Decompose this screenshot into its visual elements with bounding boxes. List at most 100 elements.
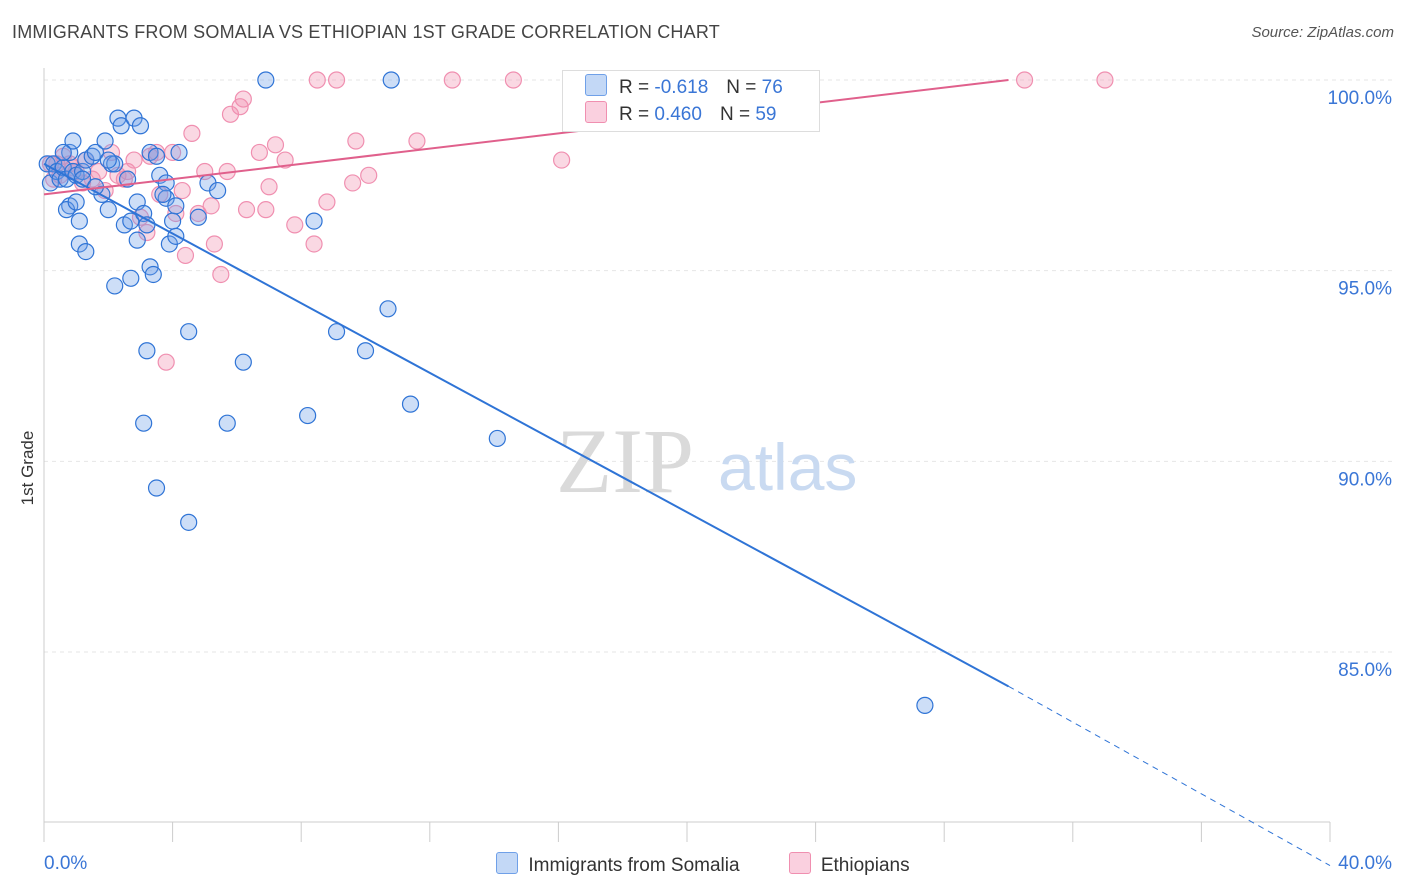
ethiopians-point bbox=[408, 132, 426, 150]
ethiopians-point bbox=[250, 143, 269, 162]
somalia-point bbox=[327, 323, 346, 341]
somalia-point bbox=[131, 117, 150, 135]
legend-ethiopians-swatch bbox=[788, 852, 811, 874]
x-tick-label: 40.0% bbox=[1338, 853, 1392, 874]
ethiopians-point bbox=[183, 124, 201, 142]
ethiopians-point bbox=[266, 136, 285, 154]
somalia-point bbox=[916, 696, 934, 714]
somalia-point bbox=[170, 143, 188, 162]
watermark-atlas: atlas bbox=[718, 430, 857, 504]
y-tick-label: 100.0% bbox=[1328, 88, 1393, 109]
ethiopians-n-label: N = bbox=[719, 104, 751, 125]
ethiopians-point bbox=[237, 201, 256, 219]
ethiopians-point bbox=[176, 246, 195, 265]
y-axis-label: 1st Grade bbox=[18, 430, 37, 506]
ethiopians-point bbox=[1015, 71, 1034, 89]
ethiopians-r-label: R = bbox=[619, 104, 650, 125]
somalia-point bbox=[379, 300, 397, 318]
chart-title: IMMIGRANTS FROM SOMALIA VS ETHIOPIAN 1ST… bbox=[12, 22, 720, 42]
ethiopians-swatch bbox=[585, 101, 607, 123]
somalia-point bbox=[70, 212, 88, 230]
ethiopians-point bbox=[360, 166, 378, 184]
trend-lines bbox=[43, 79, 1331, 866]
somalia-point bbox=[122, 269, 140, 287]
somalia-point bbox=[106, 277, 124, 295]
ethiopians-points bbox=[41, 71, 1114, 371]
ethiopians-point bbox=[125, 151, 143, 169]
stats-row-ethiopians: R = 0.460 N = 59 bbox=[585, 101, 776, 127]
ethiopians-point bbox=[276, 151, 294, 169]
somalia-n-label: N = bbox=[726, 77, 757, 98]
somalia-point bbox=[299, 406, 317, 425]
ethiopians-point bbox=[327, 71, 346, 89]
grid-lines bbox=[44, 79, 1392, 653]
ethiopians-point bbox=[443, 71, 461, 89]
somalia-point bbox=[305, 212, 323, 230]
somalia-point bbox=[135, 414, 153, 432]
ethiopians-point bbox=[173, 181, 191, 200]
somalia-point bbox=[180, 513, 198, 531]
ethiopians-point bbox=[347, 132, 365, 150]
legend-ethiopians-label: Ethiopians bbox=[820, 855, 910, 876]
somalia-point bbox=[189, 208, 207, 226]
ethiopians-r-value: 0.460 bbox=[654, 104, 702, 125]
somalia-point bbox=[164, 212, 182, 230]
ethiopians-point bbox=[305, 235, 323, 253]
ethiopians-point bbox=[1096, 71, 1114, 89]
somalia-point bbox=[154, 185, 172, 203]
somalia-point bbox=[96, 132, 114, 150]
somalia-point bbox=[138, 342, 156, 360]
ethiopians-point bbox=[553, 151, 571, 169]
somalia-trend-line bbox=[43, 163, 1009, 688]
watermark: ZIP atlas bbox=[556, 410, 857, 512]
legend-somalia-swatch bbox=[496, 852, 519, 874]
somalia-point bbox=[147, 147, 166, 165]
somalia-point bbox=[257, 71, 275, 89]
somalia-point bbox=[218, 414, 236, 432]
ethiopians-point bbox=[260, 178, 278, 196]
somalia-point bbox=[488, 429, 506, 448]
somalia-swatch bbox=[585, 74, 607, 96]
axes bbox=[43, 68, 1331, 842]
somalia-point bbox=[122, 212, 140, 230]
somalia-point bbox=[234, 353, 252, 371]
somalia-point bbox=[209, 181, 227, 200]
ethiopians-point bbox=[308, 71, 326, 89]
legend-item-ethiopians[interactable]: Ethiopians bbox=[788, 852, 910, 877]
ethiopians-point bbox=[202, 197, 220, 215]
somalia-r-label: R = bbox=[619, 77, 650, 98]
somalia-point bbox=[99, 201, 117, 219]
ethiopians-point bbox=[212, 265, 230, 284]
somalia-point bbox=[167, 197, 185, 215]
ethiopians-point bbox=[234, 90, 252, 108]
y-tick-label: 85.0% bbox=[1338, 660, 1392, 681]
ethiopians-point bbox=[286, 216, 304, 234]
somalia-point bbox=[112, 117, 130, 135]
somalia-point bbox=[382, 71, 400, 89]
ethiopians-point bbox=[164, 143, 182, 162]
somalia-point bbox=[99, 151, 117, 169]
somalia-point bbox=[67, 193, 85, 211]
somalia-n-value: 76 bbox=[761, 77, 783, 98]
ethiopians-trend-line bbox=[43, 79, 1009, 196]
legend-item-somalia[interactable]: Immigrants from Somalia bbox=[496, 852, 740, 877]
ethiopians-point bbox=[205, 235, 223, 253]
watermark-zip: ZIP bbox=[556, 410, 694, 512]
ethiopians-point bbox=[344, 174, 362, 192]
somalia-point bbox=[180, 323, 198, 341]
tick-labels: 85.0% 90.0% 95.0% 100.0% 0.0% 40.0% bbox=[44, 88, 1392, 874]
y-axis-label-wrap: 1st Grade bbox=[16, 420, 40, 520]
somalia-point bbox=[64, 132, 82, 150]
stats-row-somalia: R = -0.618 N = 76 bbox=[585, 74, 783, 100]
ethiopians-point bbox=[189, 204, 207, 223]
ethiopians-point bbox=[318, 193, 336, 211]
ethiopians-point bbox=[157, 353, 175, 371]
somalia-point bbox=[77, 243, 95, 261]
somalia-point bbox=[86, 143, 105, 162]
x-tick-label: 0.0% bbox=[44, 853, 87, 874]
somalia-point bbox=[54, 143, 72, 162]
somalia-point bbox=[147, 479, 166, 497]
somalia-points bbox=[38, 71, 934, 714]
y-tick-label: 95.0% bbox=[1338, 279, 1392, 300]
